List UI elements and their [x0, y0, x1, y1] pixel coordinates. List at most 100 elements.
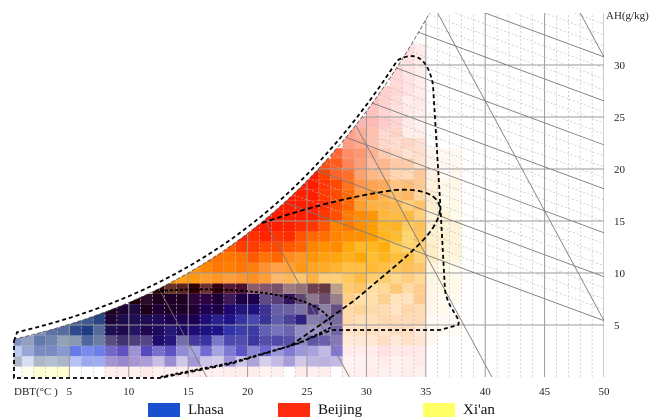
heatmap-cell — [366, 273, 379, 284]
heatmap-cell — [247, 325, 260, 336]
heatmap-cell — [128, 304, 141, 315]
heatmap-cell — [259, 241, 272, 253]
enthalpy-gridline — [603, 13, 604, 377]
heatmap-cell — [342, 293, 355, 305]
heatmap-cell — [283, 314, 296, 325]
heatmap-cell — [354, 293, 367, 305]
heatmap-cell — [140, 345, 153, 357]
heatmap-cell — [390, 366, 403, 377]
heatmap-cell — [330, 179, 343, 190]
heatmap-cell — [21, 335, 34, 346]
heatmap-cell — [366, 335, 379, 346]
heatmap-cell — [449, 200, 462, 211]
heatmap-cell — [223, 283, 236, 294]
heatmap-cell — [449, 221, 462, 232]
heatmap-cell — [413, 314, 426, 325]
heatmap-cell — [342, 283, 355, 294]
y-tick-label: 30 — [614, 60, 626, 72]
enthalpy-gridline — [634, 13, 653, 383]
heatmap-cell — [342, 262, 355, 273]
x-tick-label: 50 — [599, 386, 611, 398]
heatmap-cell — [105, 345, 117, 357]
heatmap-cell — [140, 366, 153, 377]
heatmap-cell — [307, 241, 319, 253]
heatmap-cell — [318, 231, 331, 242]
psychrometric-chart: DBT(°C ) AH(g/kg) 5 10 15 20 25 30 35 40 45 50 5 10… — [13, 10, 653, 398]
heatmap-cell — [259, 293, 272, 305]
heatmap-cell — [164, 366, 177, 377]
heatmap-cell — [413, 44, 426, 55]
heatmap-cell — [211, 335, 224, 346]
heatmap-cell — [283, 345, 296, 357]
heatmap-cell — [188, 304, 201, 315]
heatmap-cell — [413, 96, 426, 107]
heatmap-cell — [449, 283, 462, 294]
heatmap-cell — [366, 262, 379, 273]
heatmap-cell — [295, 231, 307, 242]
summer-envelope — [261, 188, 441, 347]
heatmap-cell — [235, 335, 248, 346]
heatmap-cell — [318, 366, 331, 377]
heatmap-cell — [330, 189, 343, 201]
heatmap-cell — [354, 273, 367, 284]
heatmap-cell — [413, 273, 426, 284]
heatmap-cell — [378, 356, 391, 367]
legend-item-beijing: Beijing — [278, 401, 362, 419]
heatmap-cell — [295, 262, 307, 273]
heatmap-cell — [116, 304, 129, 315]
heatmap-cell — [307, 283, 319, 294]
heatmap-cell — [81, 356, 94, 367]
heatmap-cell — [330, 169, 343, 180]
heatmap-cell — [295, 293, 307, 305]
heatmap-cell — [402, 106, 414, 117]
heatmap-cell — [259, 273, 272, 284]
heatmap-cell — [259, 231, 272, 242]
heatmap-cell — [354, 231, 367, 242]
heatmap-cell — [378, 221, 391, 232]
heatmap-cell — [318, 335, 331, 346]
heatmap-cell — [318, 169, 331, 180]
heatmap-cell — [307, 345, 319, 357]
heatmap-cell — [378, 210, 391, 221]
heatmap-cell — [425, 293, 438, 305]
heatmap-cell — [140, 325, 153, 336]
heatmap-cell — [33, 345, 46, 357]
heatmap-cell — [390, 117, 403, 128]
heatmap-cell — [33, 366, 46, 377]
heatmap-cell — [211, 325, 224, 336]
heatmap-cell — [271, 210, 284, 221]
heatmap-cell — [318, 293, 331, 305]
heatmap-cell — [57, 325, 70, 336]
heatmap-cell — [449, 179, 462, 190]
heatmap-cell — [33, 356, 46, 367]
xian-swatch — [423, 403, 455, 417]
heatmap-cell — [390, 200, 403, 211]
heatmap-cell — [93, 335, 106, 346]
heatmap-cell — [390, 75, 403, 86]
heatmap-cell — [354, 200, 367, 211]
heatmap-cell — [235, 293, 248, 305]
heatmap-cell — [307, 252, 319, 263]
heatmap-cell — [413, 189, 426, 201]
heatmap-cell — [449, 158, 462, 169]
heatmap-cell — [295, 304, 307, 315]
heatmap-cell — [81, 335, 94, 346]
heatmap-cell — [413, 241, 426, 253]
heatmap-cell — [93, 356, 106, 367]
heatmap-cell — [437, 304, 450, 315]
heatmap-cell — [164, 325, 177, 336]
heatmap-cell — [402, 117, 414, 128]
heatmap-cell — [295, 314, 307, 325]
x-tick-label: 5 — [67, 386, 73, 398]
heatmap-cell — [449, 210, 462, 221]
heatmap-cell — [188, 325, 201, 336]
heatmap-cell — [307, 314, 319, 325]
heatmap-cell — [211, 273, 224, 284]
heatmap-cell — [413, 252, 426, 263]
heatmap-cell — [295, 200, 307, 211]
heatmap-cell — [128, 366, 141, 377]
heatmap-cell — [330, 231, 343, 242]
heatmap-cell — [366, 158, 379, 169]
heatmap-cell — [45, 345, 58, 357]
heatmap-cell — [152, 366, 165, 377]
